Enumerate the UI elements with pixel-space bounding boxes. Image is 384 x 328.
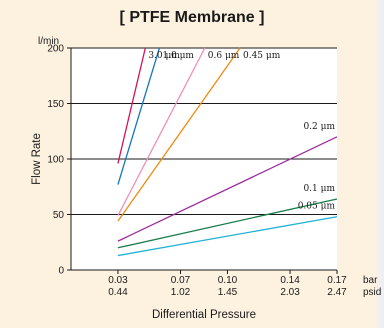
series-line: [117, 216, 338, 257]
series-label: 0.05 μm: [298, 202, 336, 212]
series-label: 0.45 μm: [243, 51, 281, 61]
x-tick-label-bar: 0.14: [280, 275, 300, 286]
y-tick-label: 100: [47, 155, 64, 166]
chart-title: [ PTFE Membrane ]: [119, 9, 265, 26]
series-line: [117, 136, 338, 242]
y-tick-label: 0: [58, 266, 64, 277]
series-line: [117, 47, 146, 164]
series-line: [117, 47, 241, 222]
series-label: 0.2 μm: [303, 122, 335, 132]
x-tick-label-psid: 1.45: [218, 287, 238, 298]
y-unit-label: l/min: [38, 36, 59, 47]
series-label: 0.6 μm: [208, 51, 240, 61]
series-label: 1.0 μm: [162, 51, 194, 61]
x-tick-label-bar: 0.03: [108, 275, 128, 286]
x-tick-label-bar: 0.17: [327, 275, 347, 286]
axis-labels: 0 50 100 150 200 0.030.44 0.071.02 0.101.45 0.14…: [31, 36, 381, 321]
series-label: 3.0 μm: [148, 51, 180, 61]
series-line: [117, 47, 161, 185]
series-label: 0.1 μm: [303, 184, 335, 194]
x-tick-label-psid: 2.47: [327, 287, 347, 298]
x-unit-psid: psid: [363, 287, 381, 298]
series-line: [117, 198, 338, 249]
x-tick-label-psid: 1.02: [171, 287, 191, 298]
axes: [67, 47, 338, 274]
grid-lines: [71, 47, 337, 215]
y-tick-label: 150: [47, 99, 64, 110]
x-tick-label-bar: 0.10: [218, 275, 238, 286]
series-line: [117, 47, 206, 216]
x-axis-title: Differential Pressure: [152, 309, 256, 321]
side-gradient: [374, 0, 384, 328]
x-tick-label-bar: 0.07: [171, 275, 191, 286]
x-tick-label-psid: 2.03: [280, 287, 300, 298]
y-tick-label: 50: [53, 210, 65, 221]
x-unit-bar: bar: [363, 275, 378, 286]
series-lines: [117, 47, 338, 257]
y-axis-title: Flow Rate: [31, 133, 43, 185]
x-tick-label-psid: 0.44: [108, 287, 128, 298]
y-tick-label: 200: [47, 44, 64, 55]
